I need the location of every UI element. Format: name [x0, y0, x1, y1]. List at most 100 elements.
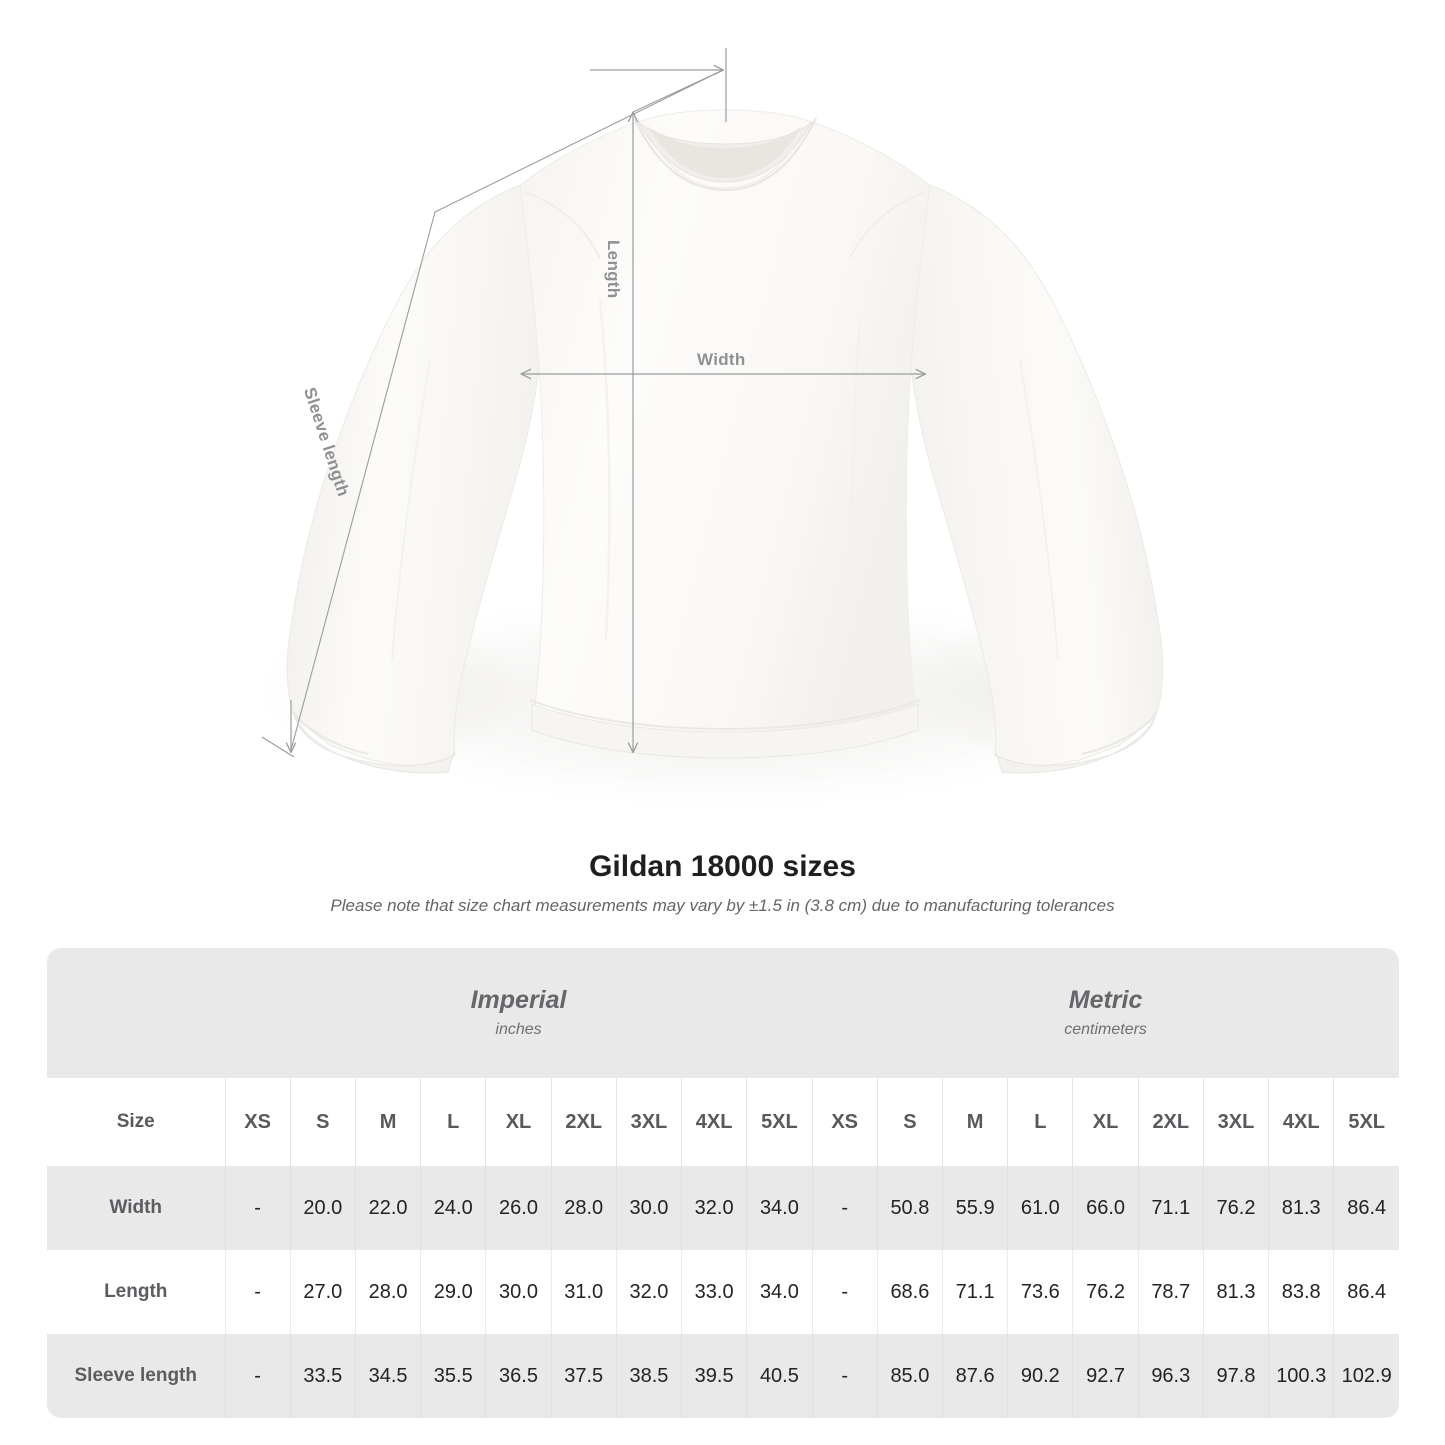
cell-sleeve-length-4xl-metric: 100.3: [1268, 1334, 1334, 1418]
cell-sleeve-length-2xl-imperial: 37.5: [550, 1334, 617, 1418]
cell-sleeve-length-xl-imperial: 36.5: [485, 1334, 552, 1418]
cell-length-xs-metric: -: [811, 1250, 878, 1334]
sweatshirt-diagram: [250, 48, 1180, 815]
size-header-3xl-metric: 3XL: [1202, 1078, 1269, 1166]
tolerance-note: Please note that size chart measurements…: [330, 896, 1115, 915]
sleeve-guide-line: [290, 69, 724, 751]
unit-name: Imperial: [470, 986, 567, 1014]
cell-sleeve-length-3xl-metric: 97.8: [1202, 1334, 1269, 1418]
size-header-5xl-metric: 5XL: [1333, 1078, 1400, 1166]
table-row: Width -20.0 22.0 24.0 26.0 28.0 30.0 32.0 34.0-5…: [47, 1166, 1400, 1250]
width-measurement-label: Width: [697, 350, 746, 369]
cell-width-l-metric: 61.0: [1007, 1166, 1073, 1250]
cell-length-3xl-metric: 81.3: [1202, 1250, 1269, 1334]
size-chart-table: Imperial inches Metric centimeters Size XS S M L…: [47, 948, 1400, 1418]
cell-width-xs-imperial: -: [224, 1166, 291, 1250]
cell-length-l-imperial: 29.0: [420, 1250, 486, 1334]
cell-sleeve-length-4xl-imperial: 39.5: [681, 1334, 747, 1418]
cell-length-2xl-imperial: 31.0: [550, 1250, 617, 1334]
left-sleeve: [286, 184, 543, 771]
cell-length-3xl-imperial: 32.0: [615, 1250, 682, 1334]
cell-length-xl-metric: 76.2: [1072, 1250, 1139, 1334]
cell-width-2xl-metric: 71.1: [1137, 1166, 1204, 1250]
sweatshirt-body: [519, 109, 931, 759]
cell-width-m-metric: 55.9: [942, 1166, 1008, 1250]
size-header-2xl-imperial: 2XL: [550, 1078, 617, 1166]
size-chart-container: Imperial inches Metric centimeters Size XS S M L…: [47, 948, 1400, 1418]
cell-width-5xl-metric: 86.4: [1333, 1166, 1400, 1250]
cell-sleeve-length-3xl-imperial: 38.5: [615, 1334, 682, 1418]
cell-length-s-imperial: 27.0: [289, 1250, 356, 1334]
cell-length-xs-imperial: -: [224, 1250, 291, 1334]
size-header-4xl-imperial: 4XL: [681, 1078, 747, 1166]
size-header-xl-metric: XL: [1072, 1078, 1139, 1166]
cell-length-s-metric: 68.6: [876, 1250, 943, 1334]
unit-header-imperial: Imperial inches: [225, 948, 813, 1078]
sleeve-end-tick: [261, 736, 295, 758]
cell-sleeve-length-s-imperial: 33.5: [289, 1334, 356, 1418]
cell-width-xl-imperial: 26.0: [485, 1166, 552, 1250]
cell-width-xl-metric: 66.0: [1072, 1166, 1139, 1250]
size-header-xl-imperial: XL: [485, 1078, 552, 1166]
cell-length-xl-imperial: 30.0: [485, 1250, 552, 1334]
size-header-s-imperial: S: [289, 1078, 356, 1166]
size-header-l-metric: L: [1007, 1078, 1073, 1166]
cell-length-m-metric: 71.1: [942, 1250, 1008, 1334]
unit-subtitle: inches: [495, 1021, 542, 1038]
cell-length-m-imperial: 28.0: [354, 1250, 421, 1334]
size-header-xs-metric: XS: [811, 1078, 878, 1166]
cell-width-xs-metric: -: [811, 1166, 878, 1250]
cell-length-5xl-metric: 86.4: [1333, 1250, 1400, 1334]
size-header-row: Size XS S M L XL 2XL 3XL 4XL 5XL XS S M L XL 2XL 3XL 4XL 5…: [47, 1078, 1400, 1166]
cell-length-l-metric: 73.6: [1007, 1250, 1073, 1334]
size-header-3xl-imperial: 3XL: [615, 1078, 682, 1166]
left-cuff: [294, 717, 456, 774]
cell-sleeve-length-m-metric: 87.6: [942, 1334, 1008, 1418]
cell-width-5xl-imperial: 34.0: [746, 1166, 813, 1250]
cell-sleeve-length-xs-metric: -: [811, 1334, 878, 1418]
cell-length-4xl-metric: 83.8: [1268, 1250, 1334, 1334]
cell-width-l-imperial: 24.0: [420, 1166, 486, 1250]
unit-name: Metric: [1068, 986, 1143, 1014]
row-header-sleeve-length: Sleeve length: [47, 1334, 225, 1418]
unit-row-spacer: [47, 948, 225, 1078]
length-measurement-label: Length: [604, 240, 623, 299]
size-header-5xl-imperial: 5XL: [746, 1078, 813, 1166]
right-cuff: [994, 717, 1156, 774]
page-title: Gildan 18000 sizes: [589, 850, 856, 883]
right-sleeve: [907, 184, 1164, 771]
cell-sleeve-length-xs-imperial: -: [224, 1334, 291, 1418]
cell-width-s-metric: 50.8: [876, 1166, 943, 1250]
cell-length-4xl-imperial: 33.0: [681, 1250, 747, 1334]
row-header-length: Length: [47, 1250, 225, 1334]
size-column-header: Size: [47, 1078, 225, 1166]
cell-width-4xl-imperial: 32.0: [681, 1166, 747, 1250]
cell-sleeve-length-m-imperial: 34.5: [354, 1334, 421, 1418]
cell-sleeve-length-s-metric: 85.0: [876, 1334, 943, 1418]
cell-sleeve-length-xl-metric: 92.7: [1072, 1334, 1139, 1418]
unit-system-row: Imperial inches Metric centimeters: [47, 948, 1400, 1078]
cell-length-5xl-imperial: 34.0: [746, 1250, 813, 1334]
garment-illustration: Length Width Sleeve length: [250, 48, 1180, 815]
size-header-m-imperial: M: [354, 1078, 421, 1166]
unit-header-metric: Metric centimeters: [812, 948, 1400, 1078]
cell-width-2xl-imperial: 28.0: [550, 1166, 617, 1250]
size-header-xs-imperial: XS: [224, 1078, 291, 1166]
size-header-2xl-metric: 2XL: [1137, 1078, 1204, 1166]
cell-sleeve-length-l-imperial: 35.5: [420, 1334, 486, 1418]
cell-sleeve-length-l-metric: 90.2: [1007, 1334, 1073, 1418]
row-header-width: Width: [47, 1166, 225, 1250]
size-header-4xl-metric: 4XL: [1268, 1078, 1334, 1166]
size-header-l-imperial: L: [420, 1078, 486, 1166]
table-row: Sleeve length -33.5 34.5 35.5 36.5 37.5 38.5 39…: [47, 1334, 1400, 1418]
cell-width-m-imperial: 22.0: [354, 1166, 421, 1250]
unit-subtitle: centimeters: [1064, 1021, 1147, 1038]
title-block: Gildan 18000 sizes Please note that size…: [0, 845, 1445, 923]
table-row: Length -27.0 28.0 29.0 30.0 31.0 32.0 33.0 34.0-…: [47, 1250, 1400, 1334]
cell-width-3xl-imperial: 30.0: [615, 1166, 682, 1250]
cell-sleeve-length-5xl-metric: 102.9: [1333, 1334, 1400, 1418]
cell-length-2xl-metric: 78.7: [1137, 1250, 1204, 1334]
cell-width-s-imperial: 20.0: [289, 1166, 356, 1250]
cell-width-3xl-metric: 76.2: [1202, 1166, 1269, 1250]
size-header-m-metric: M: [942, 1078, 1008, 1166]
